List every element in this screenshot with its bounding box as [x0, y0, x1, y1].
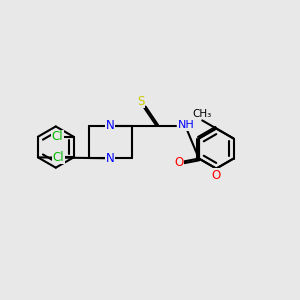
- Text: N: N: [106, 152, 115, 165]
- Text: O: O: [174, 156, 183, 169]
- Text: S: S: [137, 94, 145, 108]
- Text: N: N: [106, 119, 115, 132]
- Text: NH: NH: [177, 120, 194, 130]
- Text: CH₃: CH₃: [193, 109, 212, 119]
- Text: Cl: Cl: [52, 151, 64, 164]
- Text: O: O: [212, 169, 221, 182]
- Text: Cl: Cl: [52, 130, 63, 143]
